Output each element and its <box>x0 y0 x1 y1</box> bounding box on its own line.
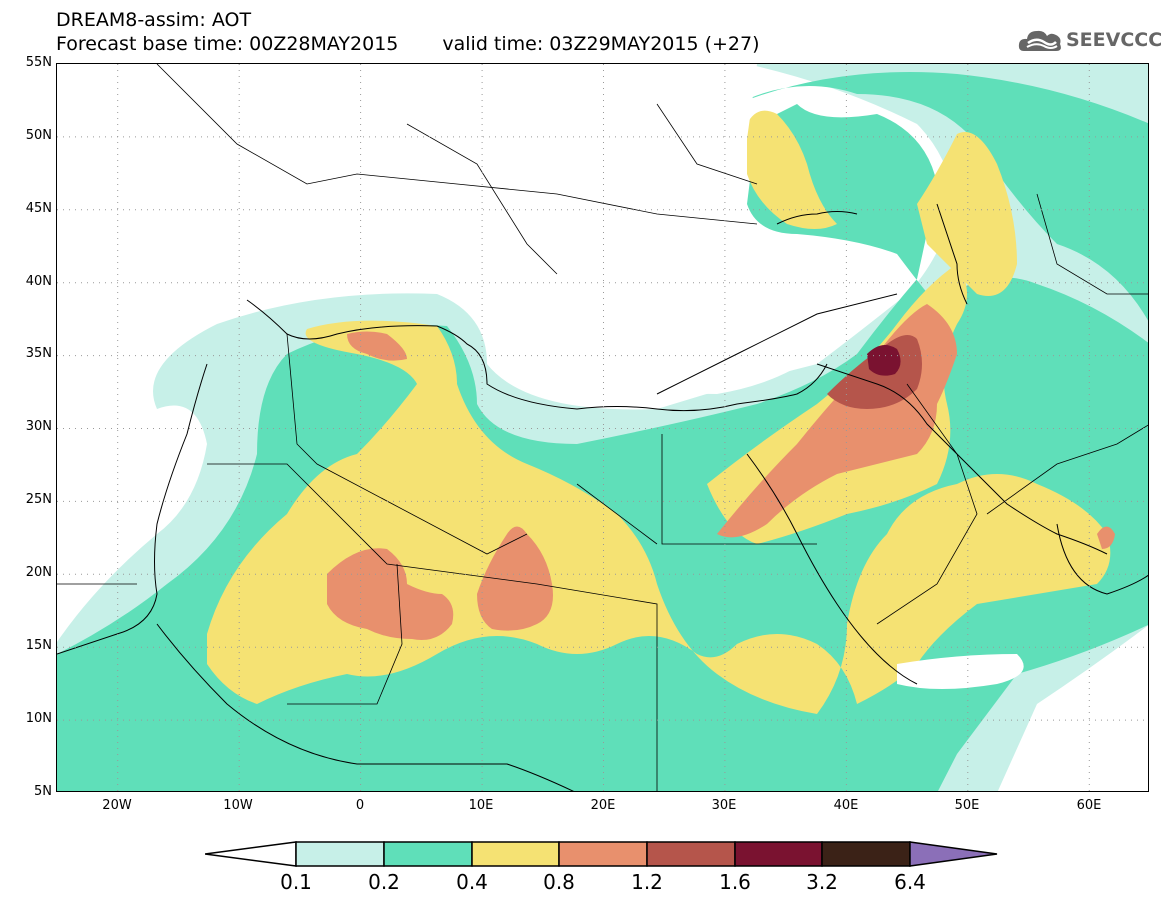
lon-label-10w: 10W <box>223 798 253 813</box>
country-borders <box>57 64 1148 791</box>
lat-label-55n: 55N <box>25 55 52 70</box>
colorbar-bin-0.8 <box>558 841 648 867</box>
aot-band-1.6 <box>867 345 901 376</box>
colorbar-label-1.2: 1.2 <box>631 870 663 894</box>
lon-label-20w: 20W <box>102 798 132 813</box>
lon-label-50e: 50E <box>954 798 980 813</box>
colorbar-bin-1.2 <box>646 841 736 867</box>
colorbar-label-0.8: 0.8 <box>543 870 575 894</box>
seevccc-logo: SEEVCCC <box>1018 22 1162 58</box>
colorbar-bin-1.6 <box>734 841 823 867</box>
lat-label-50n: 50N <box>25 128 52 143</box>
colorbar-under <box>205 841 297 867</box>
lat-label-30n: 30N <box>25 419 52 434</box>
lon-label-20e: 20E <box>590 798 616 813</box>
colorbar-label-3.2: 3.2 <box>806 870 838 894</box>
lat-label-10n: 10N <box>25 711 52 726</box>
logo-text: SEEVCCC <box>1066 29 1163 51</box>
map-canvas <box>57 64 1148 791</box>
valid-time: valid time: 03Z29MAY2015 (+27) <box>442 33 760 55</box>
lon-label-40e: 40E <box>833 798 859 813</box>
map-title: DREAM8-assim: AOT <box>56 9 252 31</box>
lat-label-5n: 5N <box>34 784 52 799</box>
lon-label-30e: 30E <box>711 798 737 813</box>
colorbar-label-0.2: 0.2 <box>368 870 400 894</box>
colorbar-label-0.4: 0.4 <box>456 870 488 894</box>
coastlines <box>57 203 1148 791</box>
lon-label-10e: 10E <box>468 798 494 813</box>
lon-label-0: 0 <box>355 798 365 813</box>
low-aot-areas <box>57 64 1024 689</box>
aot-map <box>56 63 1149 792</box>
graticule <box>57 64 1148 791</box>
colorbar <box>205 841 998 867</box>
forecast-times: Forecast base time: 00Z28MAY2015 valid ti… <box>56 33 760 55</box>
colorbar-bin-0.1 <box>295 841 385 867</box>
colorbar-bin-3.2 <box>821 841 911 867</box>
lat-label-20n: 20N <box>25 565 52 580</box>
lat-label-40n: 40N <box>25 274 52 289</box>
lat-label-45n: 45N <box>25 201 52 216</box>
colorbar-bin-0.2 <box>383 841 473 867</box>
lat-label-15n: 15N <box>25 638 52 653</box>
colorbar-bin-0.4 <box>471 841 560 867</box>
lon-label-60e: 60E <box>1076 798 1102 813</box>
lat-label-25n: 25N <box>25 492 52 507</box>
cloud-icon <box>1018 30 1061 51</box>
colorbar-over <box>909 841 998 867</box>
colorbar-label-1.6: 1.6 <box>719 870 751 894</box>
colorbar-label-6.4: 6.4 <box>894 870 926 894</box>
lat-label-35n: 35N <box>25 346 52 361</box>
colorbar-label-0.1: 0.1 <box>280 870 312 894</box>
base-time: Forecast base time: 00Z28MAY2015 <box>56 33 399 55</box>
